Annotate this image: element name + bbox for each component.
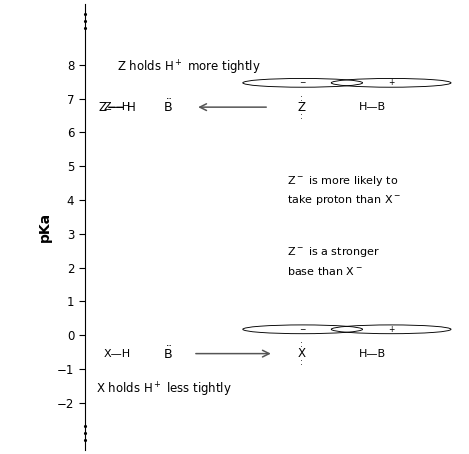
Text: Z$\mathbf{-\!\!-}$H: Z$\mathbf{-\!\!-}$H <box>98 101 136 114</box>
Text: +: + <box>388 79 394 87</box>
Text: Z holds H$^+$ more tightly: Z holds H$^+$ more tightly <box>117 59 261 77</box>
Text: base than X$^-$: base than X$^-$ <box>287 265 363 277</box>
Text: Z: Z <box>297 101 305 114</box>
Text: :: : <box>300 94 303 103</box>
Text: −: − <box>300 325 306 334</box>
Text: +: + <box>388 325 394 334</box>
Text: −: − <box>300 79 306 87</box>
Text: :: : <box>300 340 303 349</box>
Y-axis label: pKa: pKa <box>38 212 52 242</box>
Text: Z$^-$ is more likely to: Z$^-$ is more likely to <box>287 174 399 188</box>
Text: Z$^-$ is a stronger: Z$^-$ is a stronger <box>287 245 380 259</box>
Text: :: : <box>300 112 303 121</box>
Text: take proton than X$^-$: take proton than X$^-$ <box>287 193 401 207</box>
Text: Z—H: Z—H <box>104 102 130 112</box>
Text: H—B: H—B <box>359 349 386 359</box>
Text: H—B: H—B <box>359 102 386 112</box>
Text: X holds H$^+$ less tightly: X holds H$^+$ less tightly <box>96 380 232 399</box>
Text: $\ddot{\rm B}$: $\ddot{\rm B}$ <box>163 99 173 115</box>
Text: X—H: X—H <box>104 349 130 359</box>
Text: $\ddot{\rm B}$: $\ddot{\rm B}$ <box>163 345 173 362</box>
Text: :: : <box>300 358 303 367</box>
Text: X: X <box>297 347 305 360</box>
